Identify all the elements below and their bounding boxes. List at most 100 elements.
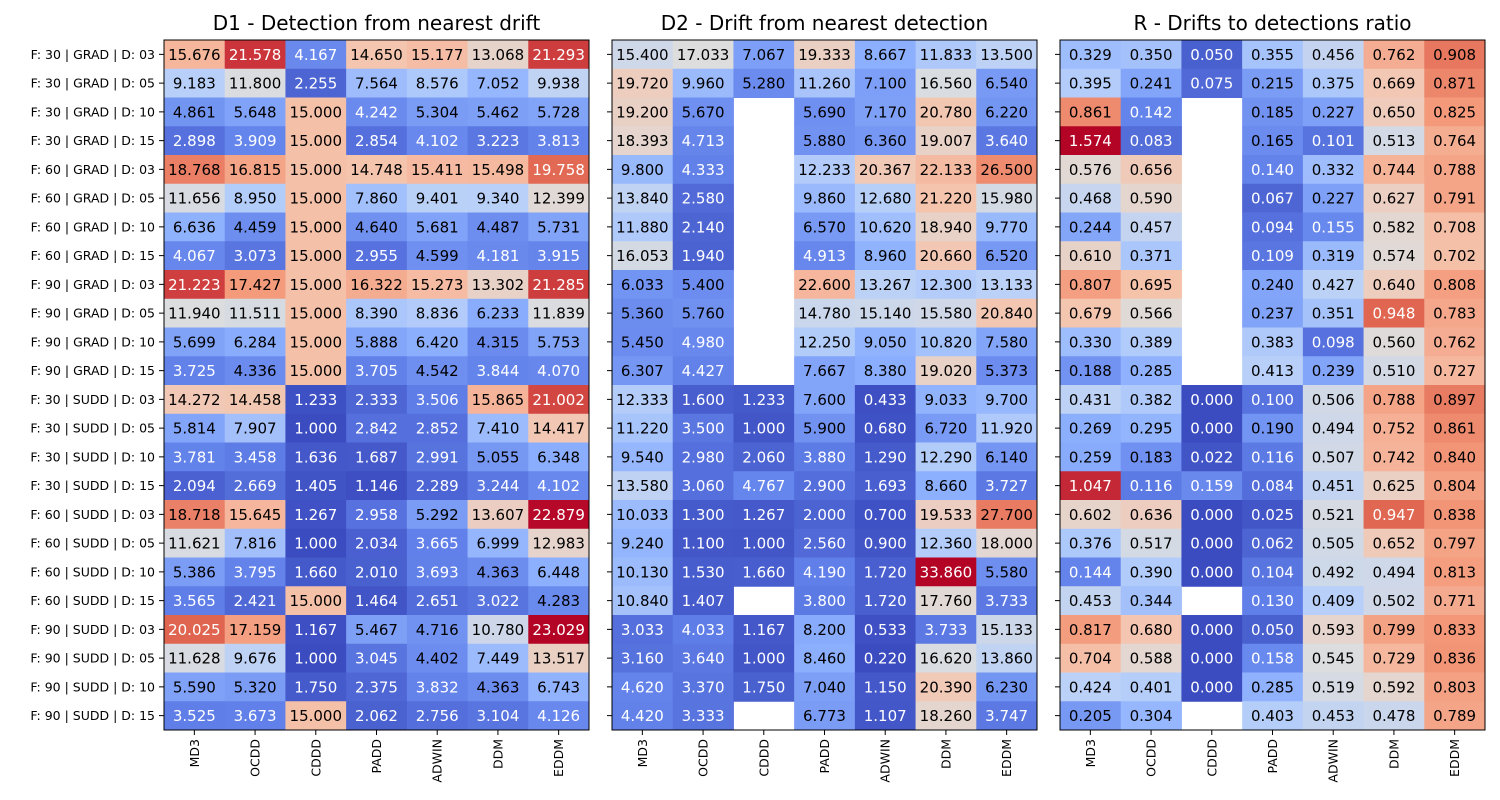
row-label: F: 30 | GRAD | D: 03 xyxy=(31,47,155,62)
cell-value: 2.669 xyxy=(234,477,277,495)
cell-value: 0.506 xyxy=(1312,391,1355,409)
cell-value: 12.333 xyxy=(616,391,669,409)
heatmap-cell xyxy=(467,442,529,472)
cell-value: 0.382 xyxy=(1130,391,1173,409)
cell-value: 8.390 xyxy=(355,305,398,323)
heatmap-cell xyxy=(1060,183,1122,213)
cell-value: 0.492 xyxy=(1312,563,1355,581)
heatmap-cell xyxy=(346,528,408,558)
heatmap-cell xyxy=(528,557,590,587)
heatmap-cell xyxy=(1060,557,1122,587)
cell-value: 5.462 xyxy=(476,103,519,121)
row-label: F: 30 | SUDD | D: 10 xyxy=(30,449,155,464)
cell-value: 0.109 xyxy=(1251,247,1294,265)
cell-value: 18.260 xyxy=(920,707,973,725)
heatmap-cell xyxy=(1060,471,1122,501)
panel-title: R - Drifts to detections ratio xyxy=(1133,11,1411,35)
cell-value: 0.702 xyxy=(1433,247,1476,265)
cell-value: 1.100 xyxy=(682,535,725,553)
cell-value: 0.330 xyxy=(1069,333,1112,351)
heatmap-cell xyxy=(672,155,734,185)
cell-value: 8.660 xyxy=(924,477,967,495)
heatmap-cell xyxy=(164,385,226,415)
cell-value: 0.513 xyxy=(1372,132,1415,150)
heatmap-cell xyxy=(1424,356,1486,386)
heatmap-cell xyxy=(164,155,226,185)
cell-value: 7.816 xyxy=(234,535,277,553)
heatmap-cell xyxy=(528,413,590,443)
cell-value: 22.879 xyxy=(532,506,585,524)
cell-value: 2.991 xyxy=(416,448,459,466)
heatmap-cell xyxy=(1060,385,1122,415)
cell-value: 9.938 xyxy=(537,75,580,93)
heatmap-cell xyxy=(794,385,856,415)
cell-value: 12.360 xyxy=(920,535,973,553)
heatmap-cell xyxy=(672,413,734,443)
cell-value: 7.564 xyxy=(355,75,398,93)
heatmap-cell xyxy=(285,385,347,415)
heatmap-cell xyxy=(976,701,1038,731)
cell-value: 0.742 xyxy=(1372,448,1415,466)
cell-value: 5.670 xyxy=(682,103,725,121)
heatmap-cell xyxy=(794,471,856,501)
cell-value: 1.233 xyxy=(742,391,785,409)
heatmap-cell xyxy=(794,126,856,156)
cell-value: 16.815 xyxy=(229,161,282,179)
cell-value: 5.728 xyxy=(537,103,580,121)
cell-value: 3.370 xyxy=(682,678,725,696)
cell-value: 0.592 xyxy=(1372,678,1415,696)
heatmap-cell xyxy=(1120,68,1182,98)
cell-value: 1.405 xyxy=(294,477,337,495)
cell-value: 3.640 xyxy=(985,132,1028,150)
cell-value: 1.267 xyxy=(294,506,337,524)
cell-value: 2.955 xyxy=(355,247,398,265)
heatmap-cell xyxy=(1242,385,1304,415)
heatmap-cell xyxy=(1363,298,1425,328)
cell-value: 15.498 xyxy=(472,161,525,179)
cell-value: 0.804 xyxy=(1433,477,1476,495)
cell-value: 5.753 xyxy=(537,333,580,351)
cell-value: 11.880 xyxy=(616,218,669,236)
heatmap-cell xyxy=(854,672,917,702)
cell-value: 0.389 xyxy=(1130,333,1173,351)
cell-value: 1.464 xyxy=(355,592,398,610)
cell-value: 0.652 xyxy=(1372,535,1415,553)
heatmap-cell xyxy=(1060,586,1122,616)
heatmap-cell xyxy=(1120,97,1182,127)
heatmap-cell xyxy=(164,241,226,271)
heatmap-cell xyxy=(1363,97,1425,127)
heatmap-cell xyxy=(976,500,1038,530)
heatmap-cell xyxy=(733,68,795,98)
cell-value: 0.188 xyxy=(1069,362,1112,380)
heatmap-cell xyxy=(1363,672,1425,702)
cell-value: 3.832 xyxy=(416,678,459,696)
cell-value: 0.259 xyxy=(1069,448,1112,466)
cell-value: 9.033 xyxy=(924,391,967,409)
cell-value: 3.223 xyxy=(476,132,519,150)
heatmap-cell xyxy=(1181,471,1243,501)
row-label: F: 90 | GRAD | D: 10 xyxy=(31,334,155,349)
heatmap-cell xyxy=(285,241,347,271)
cell-value: 21.220 xyxy=(920,190,973,208)
cell-value: 1.000 xyxy=(294,650,337,668)
cell-value: 0.295 xyxy=(1130,420,1173,438)
heatmap-cell xyxy=(915,97,977,127)
heatmap-cell xyxy=(1363,126,1425,156)
cell-value: 0.813 xyxy=(1433,563,1476,581)
cell-value: 0.244 xyxy=(1069,218,1112,236)
cell-value: 4.542 xyxy=(416,362,459,380)
cell-value: 0.900 xyxy=(864,535,907,553)
heatmap-cell xyxy=(1424,500,1486,530)
heatmap-cell xyxy=(794,643,856,673)
row-label: F: 30 | GRAD | D: 15 xyxy=(31,133,155,148)
cell-value: 6.220 xyxy=(985,103,1028,121)
heatmap-cell xyxy=(854,586,917,616)
cell-value: 6.636 xyxy=(173,218,216,236)
cell-value: 9.676 xyxy=(234,650,277,668)
heatmap-cell xyxy=(794,557,856,587)
heatmap-cell xyxy=(1363,385,1425,415)
cell-value: 7.100 xyxy=(864,75,907,93)
heatmap-cell xyxy=(1424,97,1486,127)
heatmap-cell xyxy=(1363,701,1425,731)
heatmap-cell xyxy=(346,701,408,731)
